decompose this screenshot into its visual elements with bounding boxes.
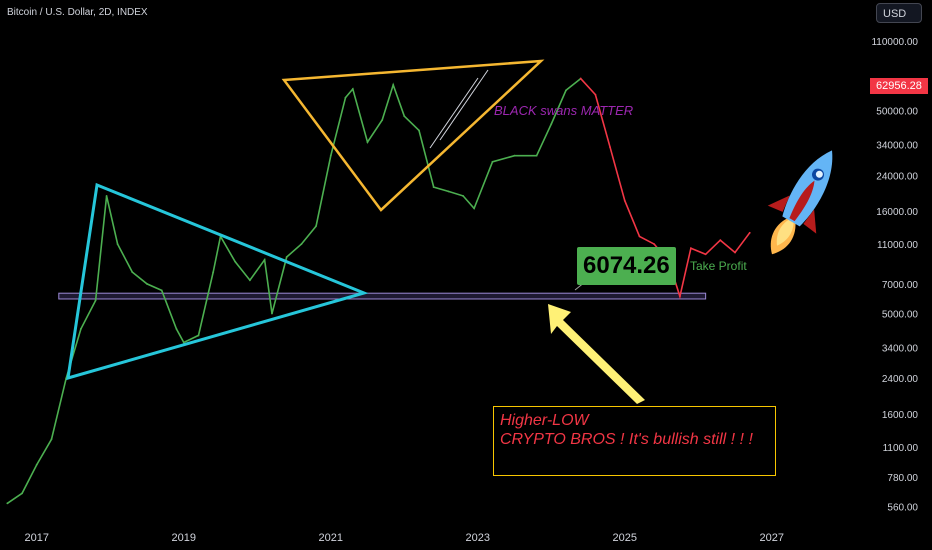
price-point [197, 334, 200, 337]
price-point [550, 123, 553, 125]
price-point [719, 239, 722, 242]
y-tick-label-11: 1600.00 [882, 410, 919, 421]
price-point [249, 279, 251, 282]
y-tick-label-14: 560.00 [887, 502, 918, 513]
current-price-badge: 62956.28 [870, 78, 928, 94]
price-point [565, 89, 567, 92]
y-tick-label-4: 24000.00 [876, 171, 918, 182]
y-tick-label-3: 34000.00 [876, 141, 918, 152]
price-point [315, 225, 317, 227]
price-point [263, 258, 266, 261]
price-point [21, 492, 23, 495]
price-point [329, 154, 332, 157]
price-point [50, 438, 53, 441]
y-axis: 110000.0070000.0050000.0034000.0024000.0… [871, 37, 918, 513]
price-point [344, 96, 347, 99]
symmetrical-triangle [66, 182, 369, 381]
highlight-arrow [548, 304, 645, 404]
price-point [146, 283, 148, 285]
rocket-icon [767, 150, 833, 255]
y-tick-label-0: 110000.00 [871, 37, 918, 48]
price-point [182, 341, 185, 344]
higher-low-zone [58, 292, 707, 300]
price-point [234, 260, 237, 263]
y-tick-label-2: 50000.00 [876, 107, 918, 118]
price-point [491, 160, 494, 163]
x-tick-label-1: 2019 [172, 532, 196, 544]
note-line-2: CRYPTO BROS ! It's bullish still ! ! ! [500, 431, 753, 448]
price-point [594, 93, 597, 96]
x-tick-label-2: 2021 [319, 532, 343, 544]
price-point [212, 271, 215, 274]
price-point [638, 235, 641, 238]
price-point [690, 247, 692, 250]
currency-button[interactable]: USD [876, 3, 922, 23]
price-point [704, 253, 707, 256]
price-point [271, 312, 273, 315]
y-tick-label-5: 16000.00 [876, 207, 918, 218]
channel-line-1 [439, 69, 489, 141]
y-tick-label-6: 11000.00 [877, 240, 918, 251]
y-tick-label-7: 7000.00 [882, 280, 919, 291]
price-point [447, 190, 450, 193]
price-point [403, 115, 406, 118]
take-profit-value: 6074.26 [577, 247, 676, 285]
price-point [609, 146, 611, 149]
price-point [535, 154, 538, 157]
price-point [94, 299, 97, 302]
price-point [432, 186, 435, 189]
black-swans-label: BLACK swans MATTER [494, 103, 634, 118]
note-box: Higher-LOW CRYPTO BROS ! It's bullish st… [493, 406, 776, 476]
price-point [381, 119, 384, 121]
price-point [160, 289, 163, 292]
price-point [116, 243, 119, 245]
y-tick-label-10: 2400.00 [882, 374, 919, 385]
price-point [623, 199, 626, 202]
y-tick-label-9: 3400.00 [882, 344, 919, 355]
price-point [513, 154, 516, 157]
x-axis: 2017 2019 2021 2023 2025 2027 [25, 532, 785, 544]
y-tick-label-12: 1100.00 [883, 443, 919, 454]
rising-wedge [281, 59, 545, 212]
price-point [35, 463, 38, 466]
price-point [351, 88, 354, 90]
price-point [6, 502, 9, 505]
channel-line-2 [429, 77, 479, 149]
take-profit-label: Take Profit [690, 259, 747, 273]
price-point [748, 231, 751, 234]
x-tick-label-4: 2025 [613, 532, 637, 544]
x-tick-label-5: 2027 [760, 532, 784, 544]
price-point [131, 271, 134, 274]
price-point [679, 295, 681, 298]
y-tick-label-8: 5000.00 [882, 310, 919, 321]
price-point [418, 129, 420, 132]
price-point [462, 195, 464, 197]
price-point [105, 195, 108, 197]
price-point [366, 141, 369, 144]
price-point [473, 207, 476, 210]
x-tick-label-0: 2017 [25, 532, 49, 544]
price-point [285, 256, 288, 258]
price-point [653, 243, 656, 245]
price-point [392, 84, 395, 86]
price-point [579, 77, 582, 80]
note-line-1: Higher-LOW [500, 412, 589, 429]
price-series-0 [6, 77, 582, 504]
price-point [175, 328, 178, 330]
x-tick-label-3: 2023 [466, 532, 490, 544]
symbol-title: Bitcoin / U.S. Dollar, 2D, INDEX [7, 7, 148, 18]
price-point [734, 251, 736, 254]
y-tick-label-13: 780.00 [887, 473, 918, 484]
drawings [66, 59, 645, 404]
price-point [300, 243, 303, 245]
price-point [79, 328, 82, 330]
